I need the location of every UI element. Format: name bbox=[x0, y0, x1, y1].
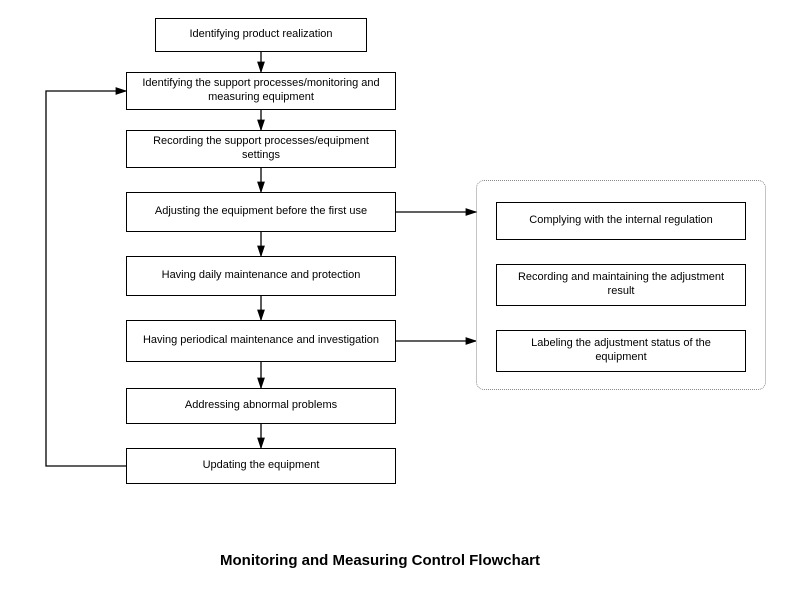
flow-node-n4: Adjusting the equipment before the first… bbox=[126, 192, 396, 232]
flow-node-label: Updating the equipment bbox=[203, 459, 320, 473]
flow-node-n8: Updating the equipment bbox=[126, 448, 396, 484]
flowchart-canvas: Identifying product realization Identifyi… bbox=[0, 0, 788, 609]
flow-node-n7: Addressing abnormal problems bbox=[126, 388, 396, 424]
flow-node-label: Identifying the support processes/monito… bbox=[135, 77, 387, 105]
flow-node-label: Identifying product realization bbox=[189, 28, 332, 42]
flow-node-label: Adjusting the equipment before the first… bbox=[155, 205, 367, 219]
side-node-s2: Recording and maintaining the adjustment… bbox=[496, 264, 746, 306]
side-node-label: Labeling the adjustment status of the eq… bbox=[505, 337, 737, 365]
flow-node-label: Having daily maintenance and protection bbox=[162, 269, 361, 283]
flow-node-n1: Identifying product realization bbox=[155, 18, 367, 52]
side-node-s3: Labeling the adjustment status of the eq… bbox=[496, 330, 746, 372]
edge-n8-n2 bbox=[46, 91, 126, 466]
side-node-label: Recording and maintaining the adjustment… bbox=[505, 271, 737, 299]
flow-node-n6: Having periodical maintenance and invest… bbox=[126, 320, 396, 362]
flow-node-n2: Identifying the support processes/monito… bbox=[126, 72, 396, 110]
flow-node-n5: Having daily maintenance and protection bbox=[126, 256, 396, 296]
flow-node-label: Recording the support processes/equipmen… bbox=[135, 135, 387, 163]
flow-node-label: Having periodical maintenance and invest… bbox=[143, 334, 379, 348]
flowchart-title: Monitoring and Measuring Control Flowcha… bbox=[220, 552, 540, 569]
flow-node-n3: Recording the support processes/equipmen… bbox=[126, 130, 396, 168]
side-node-s1: Complying with the internal regulation bbox=[496, 202, 746, 240]
side-node-label: Complying with the internal regulation bbox=[529, 214, 712, 228]
flow-node-label: Addressing abnormal problems bbox=[185, 399, 337, 413]
